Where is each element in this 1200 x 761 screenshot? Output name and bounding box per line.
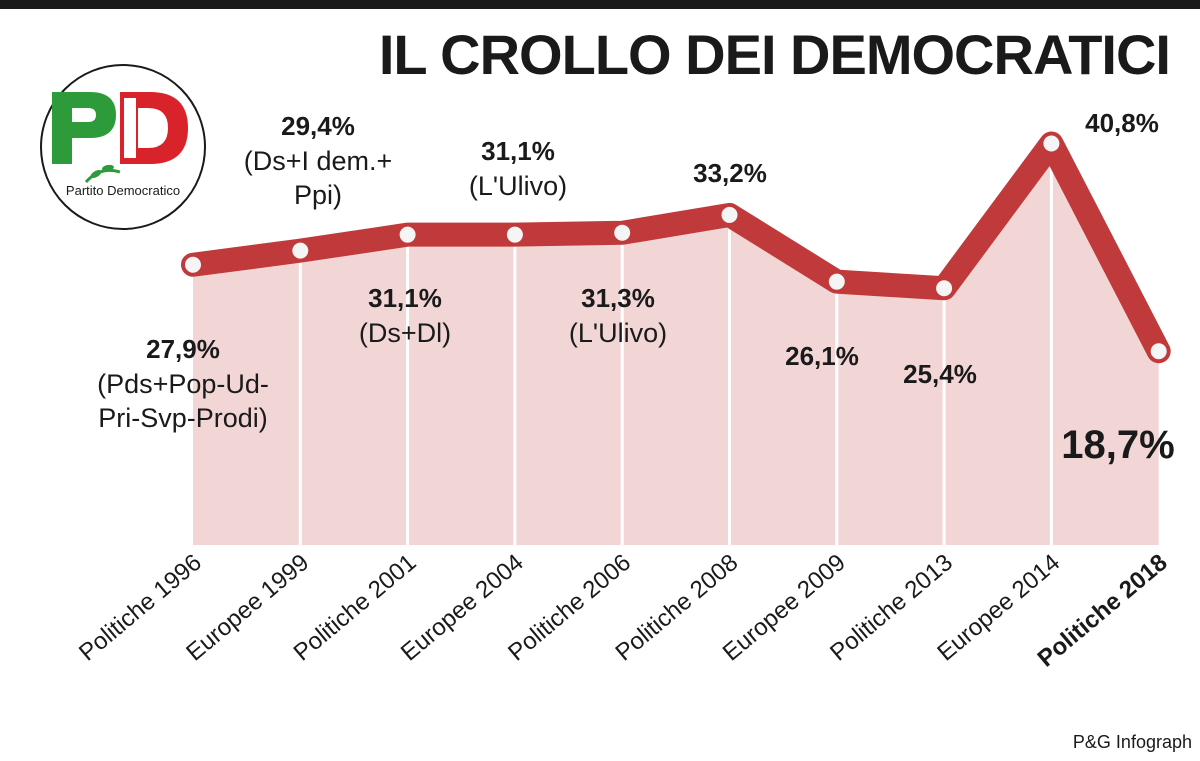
value-label: 31,1% [368,283,442,313]
data-point [506,226,523,243]
data-point [828,273,845,290]
series-note-label: (Ds+I dem.+ [244,146,393,176]
svg-text:Partito Democratico: Partito Democratico [66,183,180,198]
value-label: 31,1% [481,136,555,166]
series-note-label: (L'Ulivo) [469,171,567,201]
series-note-label: (Pds+Pop-Ud- [97,369,269,399]
value-label: 33,2% [693,158,767,188]
value-label: 31,3% [581,283,655,313]
data-point [614,224,631,241]
top-rule [0,0,1200,9]
series-note-label: (Ds+Dl) [359,318,451,348]
data-point [399,226,416,243]
value-label: 27,9% [146,334,220,364]
value-label: 18,7% [1061,423,1174,467]
data-point [185,256,201,273]
data-point [292,242,309,259]
value-label: 26,1% [785,341,859,371]
data-point [1150,343,1167,360]
pd-logo: Partito Democratico [38,62,208,232]
data-point [721,206,738,223]
series-note-label: Ppi) [294,180,342,210]
series-note-label: (L'Ulivo) [569,318,667,348]
series-line [181,131,1171,364]
data-point [936,280,953,297]
value-label: 29,4% [281,111,355,141]
value-label: 40,8% [1085,108,1159,138]
series-note-label: Pri-Svp-Prodi) [98,403,268,433]
source-credit: P&G Infograph [1072,732,1192,752]
chart-title: IL CROLLO DEI DEMOCRATICI [378,23,1171,86]
value-label: 25,4% [903,359,977,389]
data-point [1043,135,1060,152]
